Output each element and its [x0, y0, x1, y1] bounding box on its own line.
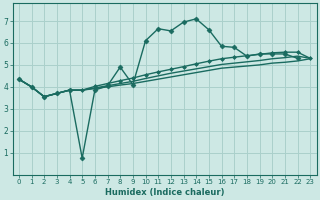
X-axis label: Humidex (Indice chaleur): Humidex (Indice chaleur): [105, 188, 224, 197]
